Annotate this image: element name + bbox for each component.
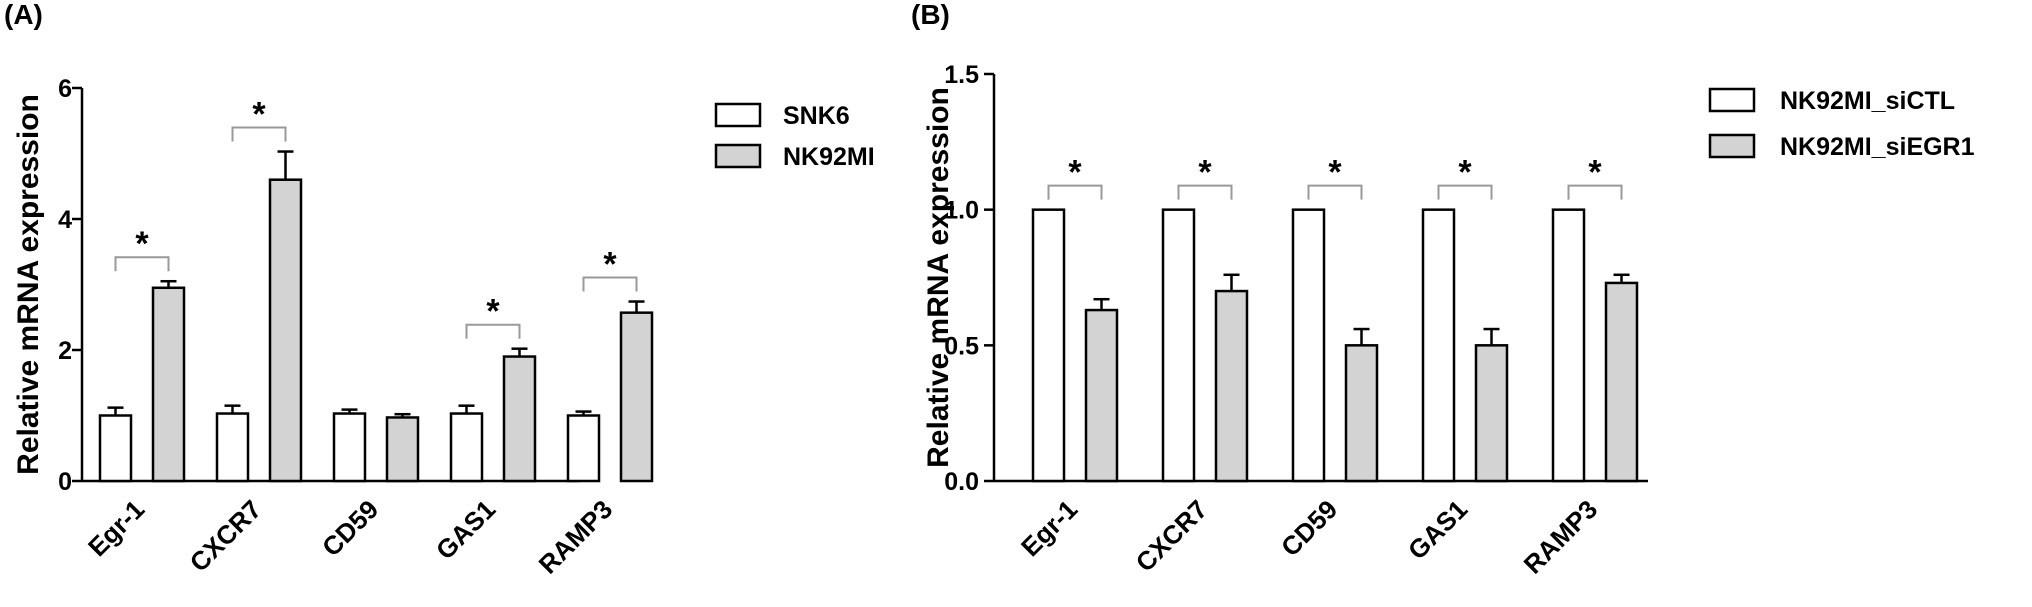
bar <box>98 414 133 483</box>
legend-label: NK92MI_siEGR1 <box>1780 133 1975 161</box>
legend-swatch <box>714 102 762 128</box>
category-label: Egr-1 <box>1015 494 1083 562</box>
y-tick-label: 2 <box>58 337 72 365</box>
y-axis-title: Relative mRNA expression <box>12 94 45 475</box>
legend-swatch <box>714 143 762 169</box>
bar <box>1344 344 1379 483</box>
category-label: GAS1 <box>1402 494 1473 565</box>
category-label: RAMP3 <box>1518 494 1604 580</box>
panel-label: (A) <box>4 0 43 30</box>
significance-bracket <box>1177 184 1233 200</box>
bar <box>1084 308 1119 483</box>
panel-label: (B) <box>911 0 950 30</box>
significance-star: * <box>135 225 149 263</box>
legend-swatch <box>1708 133 1756 159</box>
bar <box>1031 208 1066 483</box>
significance-star: * <box>1068 154 1082 192</box>
bar <box>215 412 250 483</box>
y-tick-label: 1.5 <box>944 61 979 89</box>
bar <box>268 178 303 483</box>
bar <box>1421 208 1456 483</box>
significance-bracket <box>114 256 170 272</box>
significance-star: * <box>1588 154 1602 192</box>
significance-bracket <box>465 323 521 339</box>
bar <box>385 416 420 483</box>
category-label: CXCR7 <box>184 494 268 578</box>
chart-panel-a: (A) 0 2 4 6 Relative mRNA expression * Egr-1 * CX… <box>4 0 875 580</box>
significance-bracket <box>1307 184 1363 200</box>
bar <box>151 286 186 483</box>
category-label: RAMP3 <box>533 494 619 580</box>
significance-star: * <box>1328 154 1342 192</box>
bar <box>449 412 484 483</box>
bar <box>619 311 654 483</box>
y-tick-label: 6 <box>58 75 72 103</box>
significance-star: * <box>1458 154 1472 192</box>
significance-star: * <box>486 293 500 331</box>
y-tick-label: 0.5 <box>944 332 979 360</box>
bar <box>1161 208 1196 483</box>
category-label: CXCR7 <box>1130 494 1214 578</box>
bar <box>1291 208 1326 483</box>
category-label: CD59 <box>316 494 384 562</box>
category-label: CD59 <box>1275 494 1343 562</box>
y-tick-label: 0.0 <box>944 468 979 496</box>
significance-bracket <box>582 276 638 292</box>
bar <box>566 414 601 483</box>
significance-star: * <box>1198 154 1212 192</box>
legend-label: NK92MI_siCTL <box>1780 87 1955 115</box>
significance-star: * <box>252 96 266 134</box>
bar <box>1604 281 1639 483</box>
bar <box>1551 208 1586 483</box>
significance-bracket <box>1567 184 1623 200</box>
legend-label: SNK6 <box>783 102 850 130</box>
significance-bracket <box>1437 184 1493 200</box>
significance-bracket <box>1047 184 1103 200</box>
y-axis-title: Relative mRNA expression <box>922 87 955 468</box>
category-label: GAS1 <box>430 494 501 565</box>
y-tick-label: 4 <box>58 206 72 234</box>
y-tick-label: 0 <box>58 468 72 496</box>
bar <box>502 355 537 483</box>
bar <box>332 412 367 483</box>
bar <box>1214 289 1249 483</box>
significance-star: * <box>603 246 617 284</box>
legend-label: NK92MI <box>783 143 875 171</box>
bar <box>1474 344 1509 483</box>
significance-bracket <box>231 126 287 142</box>
y-tick-label: 1.0 <box>944 197 979 225</box>
legend-swatch <box>1708 87 1756 113</box>
category-label: Egr-1 <box>82 494 150 562</box>
